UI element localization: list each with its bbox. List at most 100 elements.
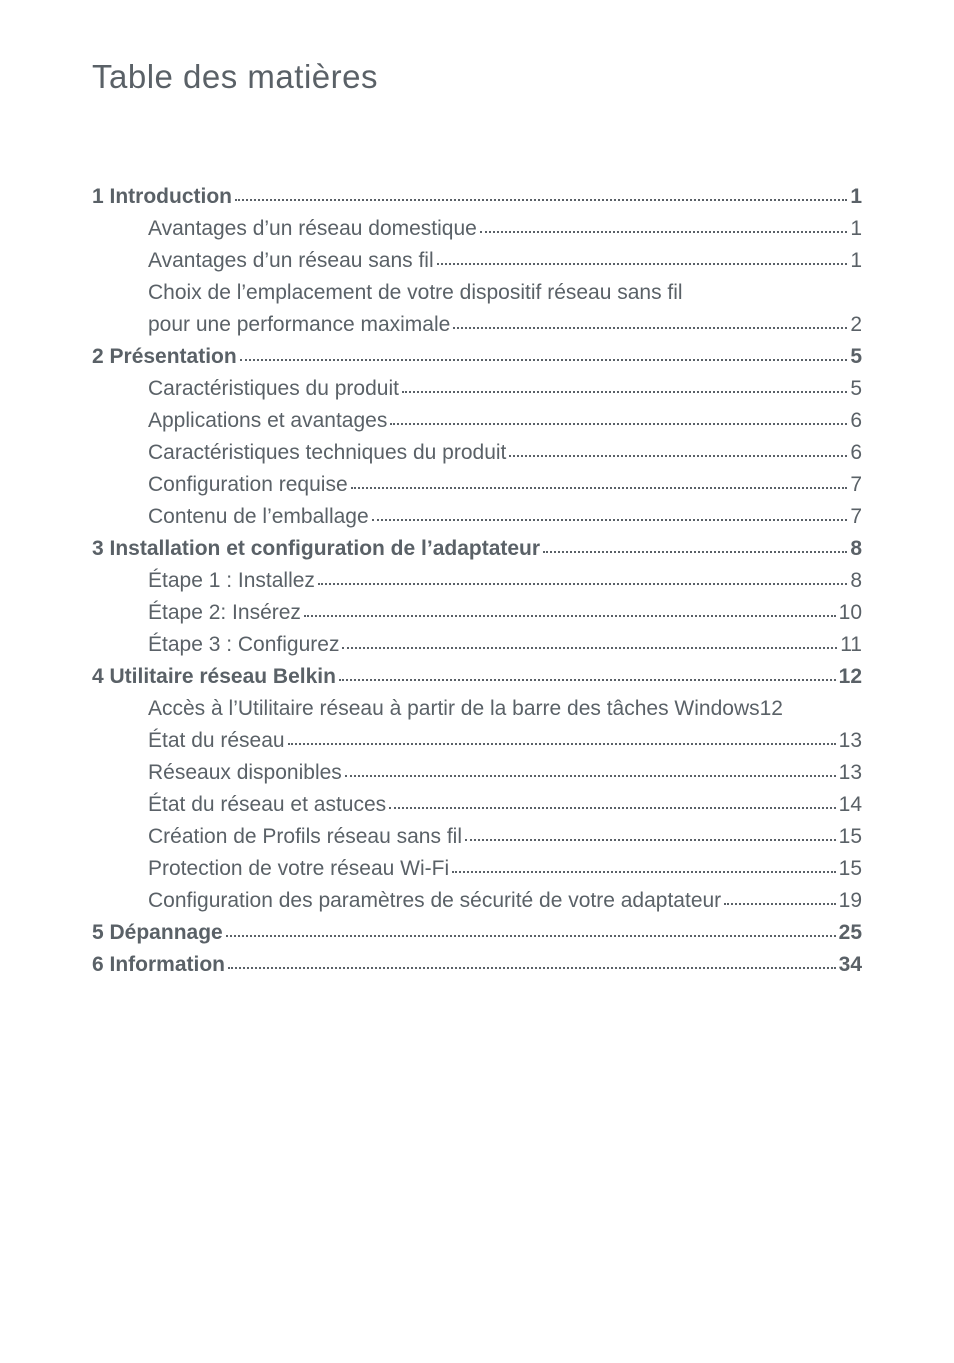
- toc-leader: [724, 903, 835, 905]
- toc-label: Création de Profils réseau sans fil: [148, 826, 462, 847]
- toc-leader: [390, 423, 847, 425]
- toc-label: 1 Introduction: [92, 186, 232, 207]
- toc-leader: [509, 455, 847, 457]
- toc-label: pour une performance maximale: [148, 314, 450, 335]
- toc-label: État du réseau et astuces: [148, 794, 386, 815]
- toc-entry: Étape 3 : Configurez 11: [92, 634, 862, 655]
- toc-leader: [318, 583, 847, 585]
- toc-page: 1: [850, 250, 862, 271]
- toc-page: 8: [850, 570, 862, 591]
- toc-label: Avantages d’un réseau domestique: [148, 218, 477, 239]
- toc-page: 8: [850, 538, 862, 559]
- toc-leader: [453, 327, 847, 329]
- toc-entry: Applications et avantages 6: [92, 410, 862, 431]
- toc-label: Contenu de l’emballage: [148, 506, 369, 527]
- toc-label: Choix de l’emplacement de votre disposit…: [148, 282, 683, 303]
- toc-page: 7: [850, 506, 862, 527]
- toc-entry: 3 Installation et configuration de l’ada…: [92, 538, 862, 559]
- toc-leader: [240, 359, 848, 361]
- toc-leader: [389, 807, 835, 809]
- toc-label: 4 Utilitaire réseau Belkin: [92, 666, 336, 687]
- toc-label: Configuration des paramètres de sécurité…: [148, 890, 721, 911]
- toc-leader: [437, 263, 848, 265]
- toc-page: 15: [839, 858, 862, 879]
- toc-entry: Étape 2: Insérez 10: [92, 602, 862, 623]
- toc-label: Réseaux disponibles: [148, 762, 342, 783]
- toc-entry: 5 Dépannage 25: [92, 922, 862, 943]
- toc-label: État du réseau: [148, 730, 285, 751]
- toc-entry: Caractéristiques du produit 5: [92, 378, 862, 399]
- toc-entry: Avantages d’un réseau domestique 1: [92, 218, 862, 239]
- toc-entry: Accès à l’Utilitaire réseau à partir de …: [92, 698, 862, 719]
- toc-page: 6: [850, 410, 862, 431]
- toc-leader: [465, 839, 836, 841]
- toc-label: Caractéristiques du produit: [148, 378, 399, 399]
- toc-entry: Avantages d’un réseau sans fil 1: [92, 250, 862, 271]
- toc-page: 14: [839, 794, 862, 815]
- toc-page: 10: [839, 602, 862, 623]
- toc-entry: 2 Présentation 5: [92, 346, 862, 367]
- toc-page: 6: [850, 442, 862, 463]
- toc-entry: Configuration requise 7: [92, 474, 862, 495]
- toc-page: 34: [839, 954, 862, 975]
- toc-leader: [402, 391, 847, 393]
- toc-page: 15: [839, 826, 862, 847]
- toc-entry: Protection de votre réseau Wi-Fi 15: [92, 858, 862, 879]
- toc-leader: [228, 967, 836, 969]
- toc-label: Applications et avantages: [148, 410, 387, 431]
- toc-page: 25: [839, 922, 862, 943]
- toc-leader: [339, 679, 836, 681]
- toc-label: 5 Dépannage: [92, 922, 223, 943]
- toc-leader: [452, 871, 836, 873]
- toc-leader: [351, 487, 848, 489]
- toc-entry: Réseaux disponibles 13: [92, 762, 862, 783]
- toc-label: Étape 2: Insérez: [148, 602, 301, 623]
- page-title: Table des matières: [92, 58, 862, 96]
- page: Table des matières 1 Introduction 1 Avan…: [0, 0, 954, 1363]
- toc-label: Caractéristiques techniques du produit: [148, 442, 506, 463]
- toc-label: 3 Installation et configuration de l’ada…: [92, 538, 540, 559]
- toc-leader: [372, 519, 848, 521]
- toc-entry-wrap-line1: Choix de l’emplacement de votre disposit…: [92, 282, 862, 303]
- table-of-contents: 1 Introduction 1 Avantages d’un réseau d…: [92, 186, 862, 975]
- toc-leader: [226, 935, 836, 937]
- toc-entry: 4 Utilitaire réseau Belkin 12: [92, 666, 862, 687]
- toc-page: 5: [850, 346, 862, 367]
- toc-page: 7: [850, 474, 862, 495]
- toc-entry: État du réseau et astuces 14: [92, 794, 862, 815]
- toc-label: Étape 3 : Configurez: [148, 634, 339, 655]
- toc-entry-wrap-line2: pour une performance maximale 2: [92, 314, 862, 335]
- toc-leader: [235, 199, 847, 201]
- toc-entry: Caractéristiques techniques du produit 6: [92, 442, 862, 463]
- toc-entry: Création de Profils réseau sans fil 15: [92, 826, 862, 847]
- toc-label: Accès à l’Utilitaire réseau à partir de …: [148, 698, 760, 719]
- toc-leader: [342, 647, 837, 649]
- toc-leader: [304, 615, 836, 617]
- toc-page: 19: [839, 890, 862, 911]
- toc-page: 11: [840, 634, 862, 655]
- toc-page: 12: [760, 698, 783, 719]
- toc-label: Avantages d’un réseau sans fil: [148, 250, 434, 271]
- toc-page: 1: [850, 218, 862, 239]
- toc-entry: État du réseau 13: [92, 730, 862, 751]
- toc-page: 1: [850, 186, 862, 207]
- toc-label: 2 Présentation: [92, 346, 237, 367]
- toc-page: 5: [850, 378, 862, 399]
- toc-entry: Configuration des paramètres de sécurité…: [92, 890, 862, 911]
- toc-page: 13: [839, 762, 862, 783]
- toc-page: 12: [839, 666, 862, 687]
- toc-leader: [480, 231, 847, 233]
- toc-entry: Étape 1 : Installez 8: [92, 570, 862, 591]
- toc-entry: 1 Introduction 1: [92, 186, 862, 207]
- toc-page: 2: [850, 314, 862, 335]
- toc-label: Configuration requise: [148, 474, 348, 495]
- toc-entry: Contenu de l’emballage 7: [92, 506, 862, 527]
- toc-entry: 6 Information 34: [92, 954, 862, 975]
- toc-page: 13: [839, 730, 862, 751]
- toc-leader: [288, 743, 836, 745]
- toc-leader: [345, 775, 836, 777]
- toc-leader: [543, 551, 847, 553]
- toc-label: Protection de votre réseau Wi-Fi: [148, 858, 449, 879]
- toc-label: 6 Information: [92, 954, 225, 975]
- toc-label: Étape 1 : Installez: [148, 570, 315, 591]
